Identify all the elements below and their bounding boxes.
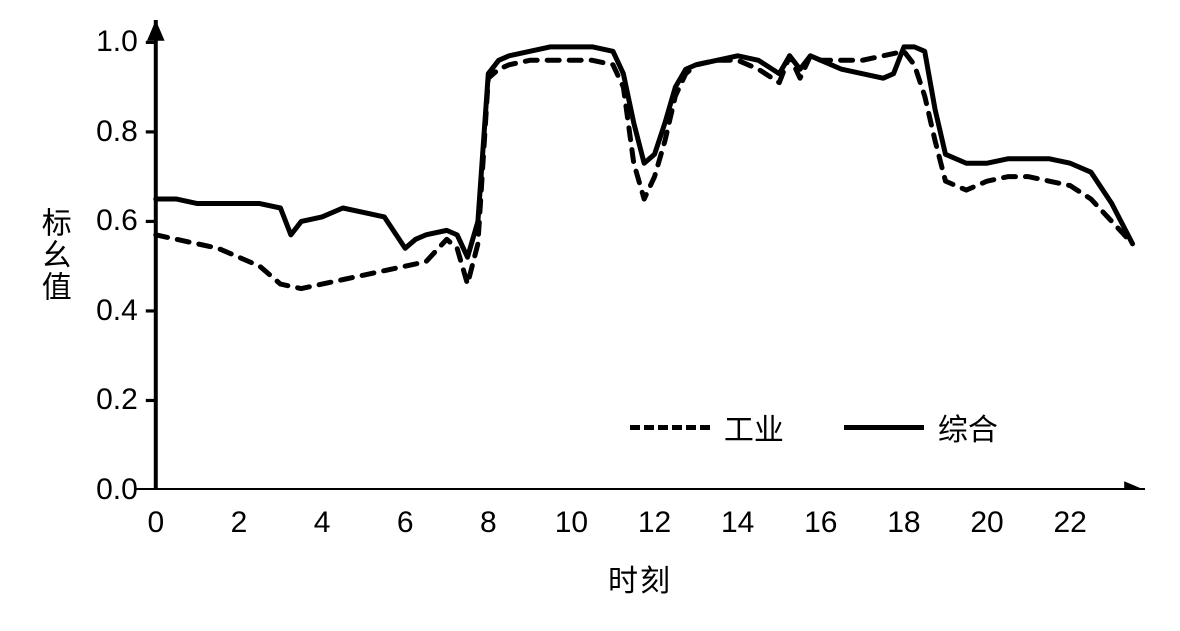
y-tick-label: 0.4	[88, 294, 138, 328]
y-axis-title: 标幺值	[31, 207, 75, 303]
legend-swatch	[844, 425, 924, 430]
x-tick-label: 16	[804, 506, 837, 540]
chart-container: 标幺值 时刻 0.0 0.2 0.4 0.6 0.8 1.0 0 2 4 6 8 10 12 14 16 1…	[0, 0, 1180, 631]
legend-label: 工业	[724, 405, 784, 449]
series-line	[156, 51, 1133, 288]
y-tick-label: 1.0	[88, 25, 138, 59]
x-tick-label: 14	[721, 506, 754, 540]
x-tick-label: 18	[887, 506, 920, 540]
legend-item: 工业	[630, 405, 784, 449]
y-axis-arrow	[147, 20, 165, 41]
x-axis-title: 时刻	[608, 556, 672, 600]
x-tick-label: 22	[1053, 506, 1086, 540]
legend-item: 综合	[844, 405, 998, 449]
x-tick-label: 12	[638, 506, 671, 540]
legend: 工业 综合	[630, 405, 998, 449]
series-line	[156, 47, 1133, 257]
x-tick-label: 20	[970, 506, 1003, 540]
x-tick-label: 0	[147, 506, 164, 540]
x-tick-label: 6	[397, 506, 414, 540]
x-tick-label: 8	[480, 506, 497, 540]
y-tick-label: 0.6	[88, 204, 138, 238]
y-tick-label: 0.0	[88, 473, 138, 507]
y-tick-label: 0.2	[88, 383, 138, 417]
y-tick-label: 0.8	[88, 115, 138, 149]
legend-label: 综合	[938, 405, 998, 449]
legend-swatch	[630, 425, 710, 430]
x-tick-label: 4	[314, 506, 331, 540]
x-tick-label: 2	[231, 506, 248, 540]
x-tick-label: 10	[555, 506, 588, 540]
